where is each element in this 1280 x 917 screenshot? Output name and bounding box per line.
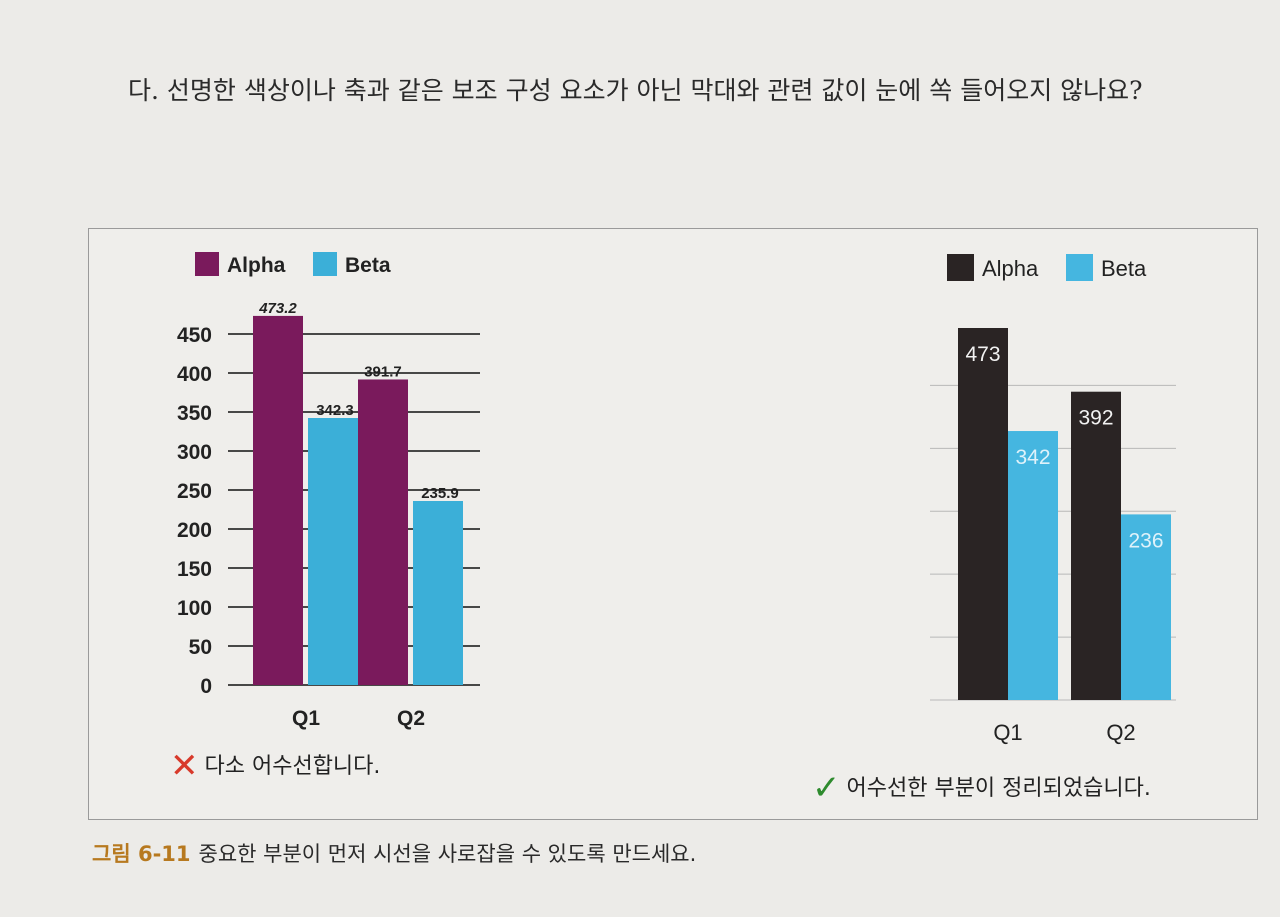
data-label: 391.7 [364,363,402,380]
y-tick-label: 400 [177,363,212,386]
data-label: 236 [1128,529,1163,552]
x-tick-label: Q1 [993,720,1022,745]
y-tick-label: 50 [189,636,212,659]
data-label: 235.9 [421,485,459,502]
y-tick-label: 200 [177,519,212,542]
y-tick-label: 0 [200,675,212,698]
bad-example-note: ✕ 다소 어수선합니다. [170,746,380,786]
data-label: 473 [965,343,1000,366]
cross-icon: ✕ [170,746,199,786]
legend-swatch-alpha [947,254,974,281]
y-tick-label: 150 [177,558,212,581]
data-label: 473.2 [258,300,297,317]
good-example-note: ✓ 어수선한 부분이 정리되었습니다. [812,768,1151,808]
x-tick-label: Q1 [292,707,320,730]
x-tick-label: Q2 [397,707,425,730]
x-tick-label: Q2 [1106,720,1135,745]
data-label: 392 [1078,407,1113,430]
intro-paragraph: 다. 선명한 색상이나 축과 같은 보조 구성 요소가 아닌 막대와 관련 값이… [128,76,1143,105]
legend-label-beta: Beta [1101,256,1147,281]
caption-number: 그림 6-11 [92,842,191,866]
bar-alpha-q2 [358,379,408,685]
legend-label-alpha: Alpha [227,254,286,277]
caption-text: 중요한 부분이 먼저 시선을 사로잡을 수 있도록 만드세요. [198,842,697,866]
legend-label-beta: Beta [345,254,391,277]
bar-beta-q2 [1121,514,1171,700]
bad-example-label: 다소 어수선합니다. [204,754,381,779]
good-example-label: 어수선한 부분이 정리되었습니다. [846,776,1151,801]
bar-beta-q1 [308,418,358,685]
bar-alpha-q1 [958,328,1008,700]
legend-swatch-alpha [195,252,219,276]
bar-alpha-q1 [253,315,303,685]
figure-caption: 그림 6-11 중요한 부분이 먼저 시선을 사로잡을 수 있도록 만드세요. [92,838,696,868]
y-tick-label: 350 [177,402,212,425]
y-tick-label: 300 [177,441,212,464]
bar-beta-q1 [1008,431,1058,700]
legend-swatch-beta [313,252,337,276]
bar-alpha-q2 [1071,391,1121,700]
data-label: 342 [1015,446,1050,469]
bar-beta-q2 [413,500,463,685]
y-tick-label: 250 [177,480,212,503]
y-tick-label: 450 [177,324,212,347]
y-tick-label: 100 [177,597,212,620]
legend-label-alpha: Alpha [982,256,1039,281]
data-label: 342.3 [316,402,354,419]
legend-swatch-beta [1066,254,1093,281]
check-icon: ✓ [812,768,841,808]
